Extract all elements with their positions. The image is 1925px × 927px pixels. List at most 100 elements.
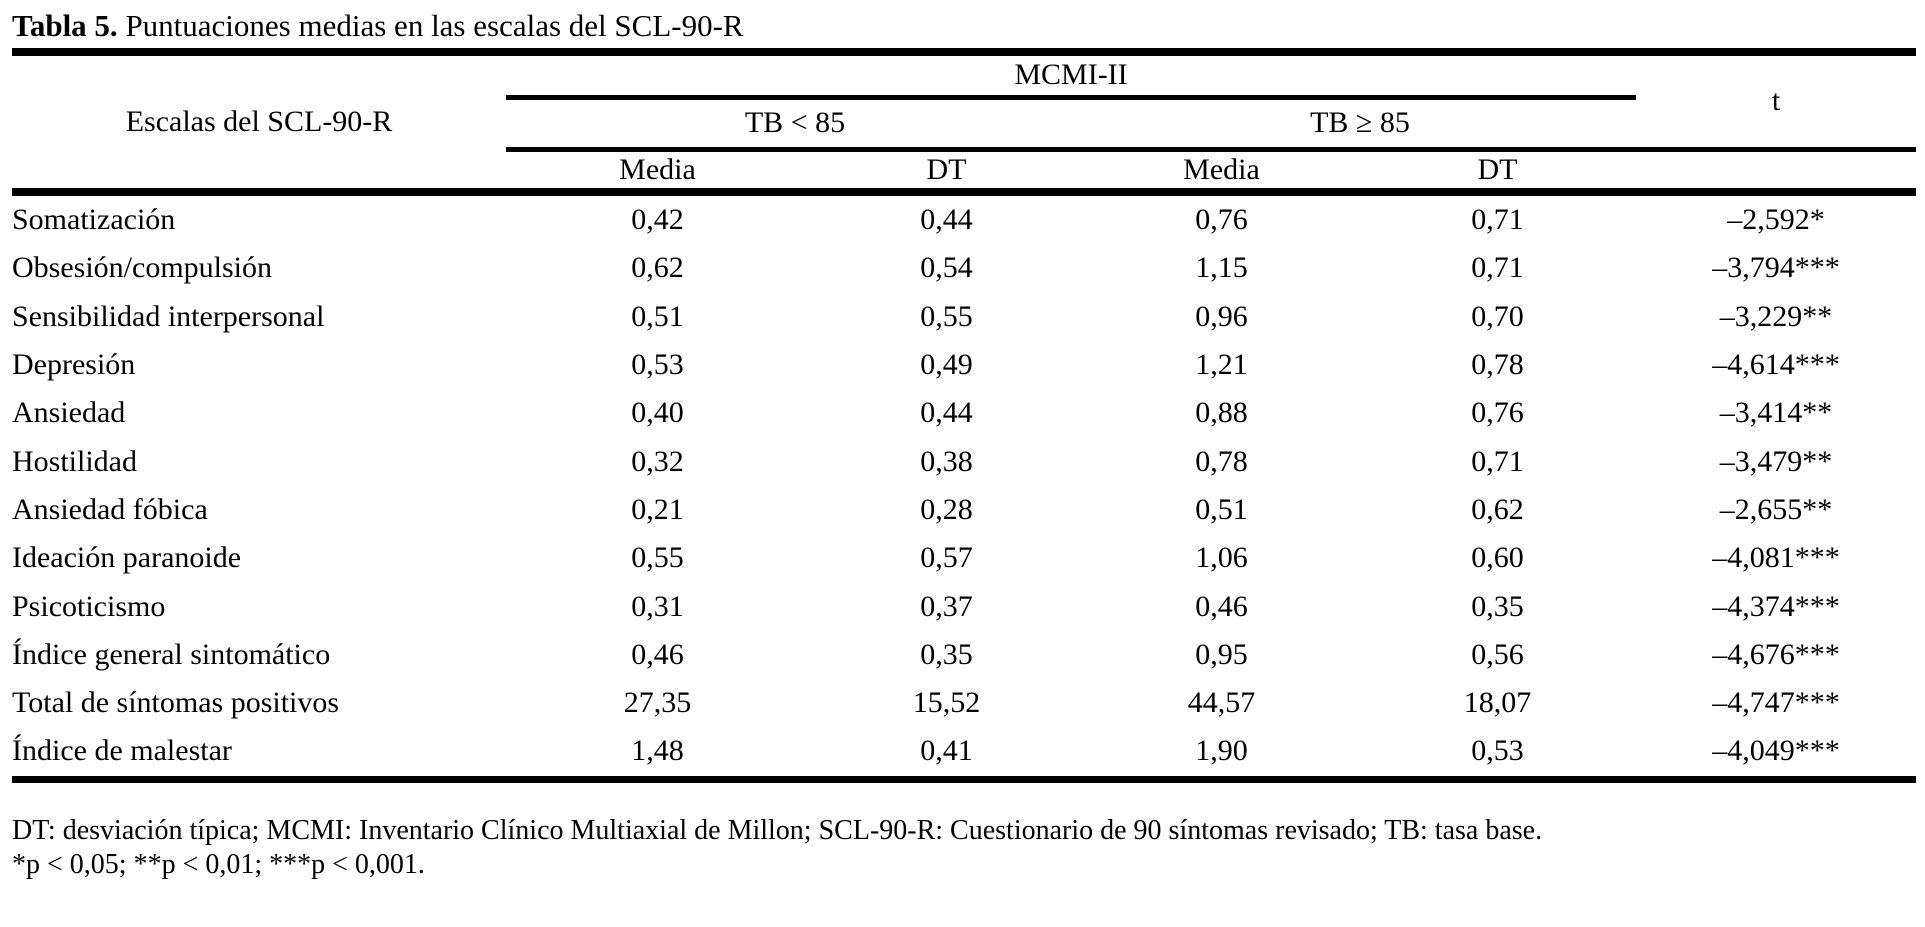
media-low-cell: 1,48 xyxy=(506,727,809,783)
tb-high-subheader: TB ≥ 85 xyxy=(1084,97,1637,152)
media-low-cell: 27,35 xyxy=(623,686,692,720)
media-high-cell: 1,90 xyxy=(1084,727,1359,783)
header-row-subgroups: TB < 85 TB ≥ 85 xyxy=(12,97,1916,152)
dt-high-cell: 0,71 xyxy=(1471,444,1524,478)
t-value-cell: –4,676*** xyxy=(1712,637,1840,671)
dt-low-cell: 0,54 xyxy=(920,251,973,285)
t-value-cell: –3,794*** xyxy=(1712,251,1840,285)
table-row: Índice general sintomático 0,46 0,35 0,9… xyxy=(12,631,1916,679)
media-header-low: Media xyxy=(506,149,809,196)
dt-low-cell: 0,35 xyxy=(920,637,973,671)
table-title-text: Puntuaciones medias en las escalas del S… xyxy=(125,8,744,43)
media-high-cell: 0,51 xyxy=(1195,492,1248,526)
t-value-cell: –4,049*** xyxy=(1636,727,1917,783)
dt-high-cell: 0,53 xyxy=(1359,727,1637,783)
media-low-cell: 0,32 xyxy=(631,444,684,478)
scale-name-cell: Depresión xyxy=(12,348,136,382)
tb-low-subheader: TB < 85 xyxy=(506,97,1084,152)
t-value-cell: –2,592* xyxy=(1727,203,1825,237)
table-row: Índice de malestar 1,48 0,41 1,90 0,53 –… xyxy=(12,727,1917,783)
dt-high-cell: 0,71 xyxy=(1471,203,1524,237)
table-row: Depresión 0,53 0,49 1,21 0,78 –4,614*** xyxy=(12,341,1916,389)
table-row: Ansiedad fóbica 0,21 0,28 0,51 0,62 –2,6… xyxy=(12,486,1916,534)
media-high-cell: 0,76 xyxy=(1195,203,1248,237)
dt-high-cell: 0,56 xyxy=(1471,637,1524,671)
media-high-cell: 0,88 xyxy=(1195,396,1248,430)
table-row: Psicoticismo 0,31 0,37 0,46 0,35 –4,374*… xyxy=(12,582,1916,630)
media-low-cell: 0,55 xyxy=(631,541,684,575)
media-low-cell: 0,46 xyxy=(631,637,684,671)
scale-name-cell: Ansiedad xyxy=(12,396,126,430)
scales-column-header: Escalas del SCL-90-R xyxy=(12,52,506,196)
media-low-cell: 0,40 xyxy=(631,396,684,430)
mcmi-group-header: MCMI-II xyxy=(506,52,1637,100)
t-value-cell: –4,747*** xyxy=(1712,686,1840,720)
results-table: Escalas del SCL-90-R MCMI-II t TB < 85 T… xyxy=(12,48,1917,783)
media-high-cell: 0,96 xyxy=(1195,299,1248,333)
t-value-cell: –2,655** xyxy=(1719,492,1833,526)
media-high-cell: 0,46 xyxy=(1195,589,1248,623)
dt-high-cell: 0,60 xyxy=(1471,541,1524,575)
dt-high-cell: 0,78 xyxy=(1471,348,1524,382)
dt-low-cell: 0,28 xyxy=(920,492,973,526)
scale-name-cell: Hostilidad xyxy=(12,444,137,478)
dt-high-cell: 0,71 xyxy=(1471,251,1524,285)
dt-low-cell: 15,52 xyxy=(912,686,981,720)
media-low-cell: 0,51 xyxy=(631,299,684,333)
table-title-label: Tabla 5. xyxy=(12,8,118,43)
scale-name-cell: Ideación paranoide xyxy=(12,541,242,575)
dt-high-cell: 18,07 xyxy=(1463,686,1532,720)
dt-high-cell: 0,35 xyxy=(1471,589,1524,623)
dt-high-cell: 0,76 xyxy=(1471,396,1524,430)
table-row: Total de síntomas positivos 27,35 15,52 … xyxy=(12,679,1916,727)
dt-low-cell: 0,57 xyxy=(920,541,973,575)
t-value-cell: –4,614*** xyxy=(1712,348,1840,382)
media-low-cell: 0,42 xyxy=(631,203,684,237)
footnote-significance: *p < 0,05; **p < 0,01; ***p < 0,001. xyxy=(12,848,425,880)
scale-name-cell: Ansiedad fóbica xyxy=(12,492,208,526)
media-high-cell: 1,21 xyxy=(1195,348,1248,382)
dt-high-cell: 0,62 xyxy=(1471,492,1524,526)
table-row: Somatización 0,42 0,44 0,76 0,71 –2,592* xyxy=(12,192,1916,244)
dt-low-cell: 0,38 xyxy=(920,444,973,478)
scale-name-cell: Psicoticismo xyxy=(12,589,166,623)
header-row-measures: Media DT Media DT xyxy=(12,149,1917,196)
dt-low-cell: 0,49 xyxy=(920,348,973,382)
t-value-cell: –4,081*** xyxy=(1712,541,1840,575)
dt-low-cell: 0,41 xyxy=(809,727,1084,783)
t-value-cell: –3,414** xyxy=(1719,396,1833,430)
table-title: Tabla 5. Puntuaciones medias en las esca… xyxy=(12,8,1916,44)
media-high-cell: 1,06 xyxy=(1195,541,1248,575)
media-header-high: Media xyxy=(1084,149,1359,196)
table-row: Ansiedad 0,40 0,44 0,88 0,76 –3,414** xyxy=(12,389,1916,437)
scale-name-cell: Obsesión/compulsión xyxy=(12,251,272,285)
media-high-cell: 44,57 xyxy=(1187,686,1256,720)
dt-header-low: DT xyxy=(809,149,1084,196)
scale-name-cell: Sensibilidad interpersonal xyxy=(12,299,325,333)
media-low-cell: 0,21 xyxy=(631,492,684,526)
media-high-cell: 1,15 xyxy=(1195,251,1248,285)
table-header: Escalas del SCL-90-R MCMI-II t TB < 85 T… xyxy=(12,52,1917,196)
dt-header-high: DT xyxy=(1359,149,1637,196)
scale-name-cell: Índice general sintomático xyxy=(12,637,331,671)
scale-name-cell: Índice de malestar xyxy=(12,727,506,783)
footnote-abbreviations: DT: desviación típica; MCMI: Inventario … xyxy=(12,814,1543,846)
dt-high-cell: 0,70 xyxy=(1471,299,1524,333)
scale-name-cell: Total de síntomas positivos xyxy=(12,686,340,720)
t-column-header: t xyxy=(1636,52,1917,152)
t-value-cell: –4,374*** xyxy=(1712,589,1840,623)
t-value-cell: –3,479** xyxy=(1719,444,1833,478)
t-value-cell: –3,229** xyxy=(1719,299,1833,333)
header-row-group: Escalas del SCL-90-R MCMI-II t xyxy=(12,52,1917,196)
media-low-cell: 0,31 xyxy=(631,589,684,623)
dt-low-cell: 0,44 xyxy=(920,396,973,430)
t-header-spacer xyxy=(1636,149,1917,196)
table-row: Sensibilidad interpersonal 0,51 0,55 0,9… xyxy=(12,293,1916,341)
media-low-cell: 0,62 xyxy=(631,251,684,285)
table-row: Obsesión/compulsión 0,62 0,54 1,15 0,71 … xyxy=(12,244,1916,292)
scale-name-cell: Somatización xyxy=(12,203,176,237)
table-row: Hostilidad 0,32 0,38 0,78 0,71 –3,479** xyxy=(12,437,1916,485)
table-footnotes: DT: desviación típica; MCMI: Inventario … xyxy=(12,814,1916,882)
media-high-cell: 0,95 xyxy=(1195,637,1248,671)
